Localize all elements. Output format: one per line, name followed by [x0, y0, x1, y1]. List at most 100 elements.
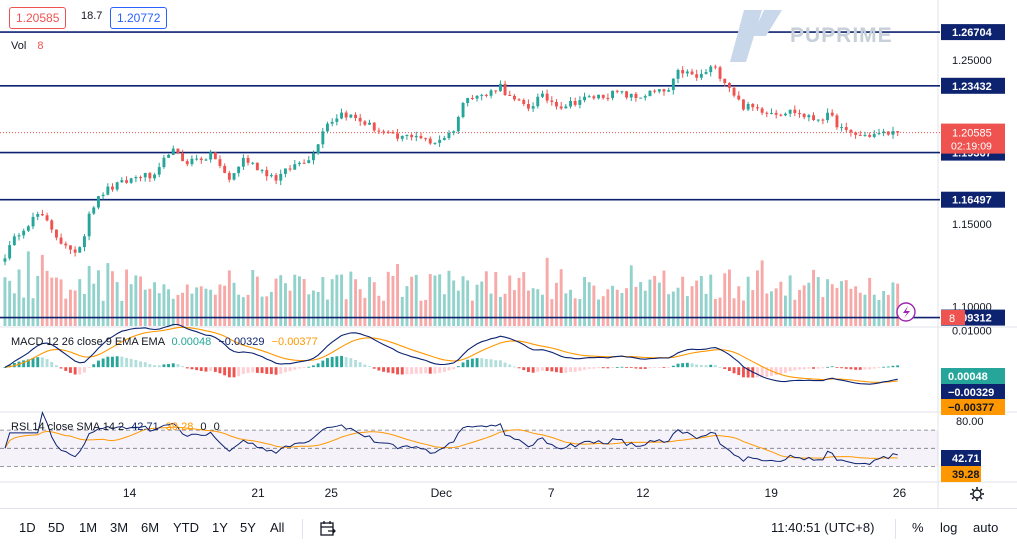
candle-body: [8, 245, 12, 259]
replay-lightning-icon[interactable]: [896, 302, 916, 322]
log-scale-button[interactable]: log: [940, 520, 958, 535]
macd-histogram-bar: [470, 358, 474, 368]
volume-bar: [868, 277, 872, 326]
volume-bar: [770, 291, 773, 326]
candle-body: [111, 186, 114, 190]
macd-histogram-bar: [723, 367, 727, 369]
candle-body: [372, 122, 376, 131]
volume-bar: [321, 277, 325, 326]
macd-histogram-bar: [438, 367, 442, 373]
candle-body: [157, 167, 161, 175]
range-button-3m[interactable]: 3M: [110, 520, 129, 535]
volume-bar: [690, 286, 694, 326]
macd-histogram-bar: [78, 367, 82, 375]
macd-histogram-bar: [171, 363, 175, 368]
auto-scale-button[interactable]: auto: [973, 520, 999, 535]
toolbar-divider-right: [895, 519, 896, 539]
volume-bar: [639, 282, 643, 326]
volume-bar: [728, 269, 731, 326]
volume-bar: [101, 300, 105, 326]
gear-icon-tooth[interactable]: [979, 488, 983, 492]
volume-bar: [148, 288, 152, 326]
volume-legend: Vol 8: [11, 40, 43, 52]
volume-bar: [583, 277, 586, 326]
candle-body: [298, 162, 301, 165]
gear-icon-tooth[interactable]: [979, 496, 983, 500]
bid-price-button[interactable]: 1.20585: [9, 7, 67, 29]
macd-value-tag: [941, 384, 1005, 400]
candle-body: [681, 70, 685, 74]
volume-bar: [821, 297, 825, 326]
macd-histogram-bar: [269, 367, 273, 375]
candle-body: [73, 249, 77, 253]
candle-body: [69, 245, 72, 250]
replay-icon-bolt[interactable]: [903, 306, 910, 318]
macd-histogram-bar: [209, 367, 213, 372]
settings-gear-icon[interactable]: [970, 487, 984, 501]
candle-body: [269, 175, 273, 177]
volume-bar: [620, 293, 624, 326]
range-button-6m[interactable]: 6M: [141, 520, 160, 535]
macd-histogram-bar: [265, 367, 269, 374]
hline-price-tag: [941, 191, 1005, 208]
range-button-all[interactable]: All: [270, 520, 285, 535]
gear-icon-tooth[interactable]: [971, 488, 975, 492]
candles: [3, 64, 900, 266]
candle-body: [87, 213, 91, 237]
candle-body: [419, 135, 423, 139]
macd-histogram-bar: [606, 367, 610, 369]
candle-body: [545, 93, 549, 101]
macd-histogram-bar: [115, 356, 119, 368]
volume-bar: [386, 271, 390, 326]
macd-histogram-bar: [428, 367, 432, 374]
macd-value-label: 0.00048: [948, 371, 988, 383]
macd-histogram-bar: [330, 356, 334, 368]
clock-timezone-button[interactable]: 11:40:51 (UTC+8): [771, 520, 875, 535]
candle-body: [316, 144, 320, 154]
range-button-5d[interactable]: 5D: [48, 520, 65, 535]
candle-body: [78, 247, 82, 253]
volume-bar: [344, 299, 348, 326]
volume-bar: [372, 282, 376, 326]
macd-histogram-bar: [354, 360, 357, 368]
volume-bar: [643, 290, 647, 326]
range-button-1m[interactable]: 1M: [79, 520, 98, 535]
macd-histogram-bar: [569, 367, 572, 372]
gear-icon-ring[interactable]: [972, 489, 982, 499]
candle-body: [284, 168, 287, 174]
rsi-legend-v4: 0: [213, 421, 220, 433]
volume-bar: [40, 254, 44, 326]
macd-histogram-bar: [227, 367, 231, 378]
candle-body: [709, 66, 713, 73]
candle-body: [718, 67, 722, 79]
ask-price-button[interactable]: 1.20772: [110, 7, 168, 29]
volume-bar: [396, 264, 399, 326]
time-tick-label: 12: [636, 486, 650, 500]
volume-bar: [662, 270, 666, 326]
range-button-1y[interactable]: 1Y: [212, 520, 228, 535]
candle-body: [321, 131, 325, 145]
gear-icon-tooth[interactable]: [971, 496, 975, 500]
range-button-1d[interactable]: 1D: [19, 520, 36, 535]
go-to-date-icon[interactable]: [318, 519, 338, 539]
candle-body: [260, 170, 264, 172]
range-button-ytd[interactable]: YTD: [173, 520, 199, 535]
time-tick-label: 14: [123, 486, 137, 500]
macd-histogram-bar: [372, 367, 376, 369]
volume-bar: [896, 283, 900, 326]
candle-body: [428, 138, 432, 144]
candle-body: [830, 112, 834, 116]
range-button-5y[interactable]: 5Y: [240, 520, 256, 535]
macd-histogram-bar: [307, 366, 311, 368]
chart-canvas[interactable]: 1.250001.150001.100001.267041.234321.193…: [0, 0, 1017, 508]
candle-body: [555, 102, 558, 107]
volume-bar: [284, 283, 287, 326]
candle-body: [326, 123, 329, 132]
percent-scale-button[interactable]: %: [912, 520, 924, 535]
volume-bar: [835, 287, 839, 326]
macd-histogram-bar: [199, 367, 203, 371]
price-axis: 1.250001.150001.100001.267041.234321.193…: [896, 24, 1005, 482]
macd-histogram-bar: [639, 367, 643, 369]
time-tick-label: 19: [765, 486, 779, 500]
